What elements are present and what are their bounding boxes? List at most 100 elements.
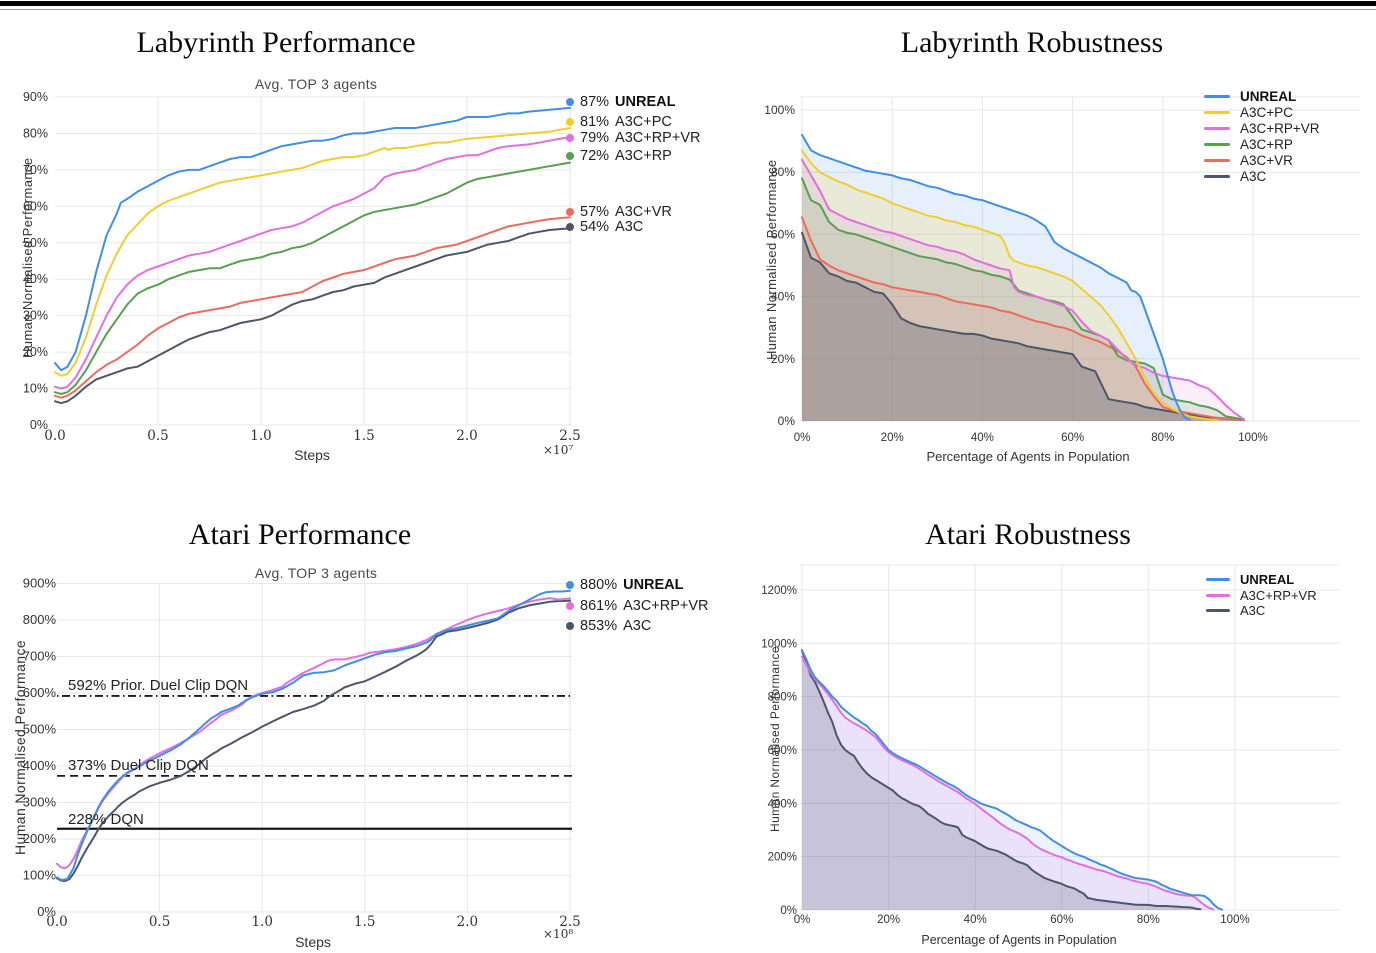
series-dot <box>566 223 574 231</box>
x-tick-label: 20% <box>877 914 900 926</box>
series-dot <box>566 134 574 142</box>
series-line-A3C+RP <box>54 161 571 395</box>
series-fill-A3C+VR <box>802 217 1244 421</box>
x-axis-label: Steps <box>295 934 331 950</box>
legend-swatch <box>1204 174 1230 178</box>
x-tick-label: 60% <box>1050 914 1073 926</box>
series-fill-UNREAL <box>802 650 1222 910</box>
y-tick-label: 0% <box>37 904 56 919</box>
legend-item-a3c: A3C <box>1204 168 1320 184</box>
series-dot <box>566 98 574 106</box>
series-dot <box>566 208 574 216</box>
y-tick-label: 10% <box>23 382 48 396</box>
y-tick-label: 400% <box>768 798 797 810</box>
y-axis-label: Human Normalised Performance <box>764 159 779 361</box>
y-axis-label: Human Normalised Performance <box>20 157 35 359</box>
y-tick-label: 40% <box>771 290 795 304</box>
page-top-rule <box>0 1 1376 6</box>
y-tick-label: 70% <box>23 163 48 177</box>
series-line-A3C+VR <box>54 216 571 399</box>
end-label-unreal: 87% UNREAL <box>566 94 675 110</box>
y-tick-label: 40% <box>23 272 48 286</box>
x-tick-label: 1.5 <box>353 428 374 444</box>
y-tick-label: 600% <box>768 745 797 757</box>
legend-item-unreal: UNREAL <box>1204 88 1320 104</box>
legend-swatch <box>1206 593 1230 597</box>
x-tick-label: 2.5 <box>559 914 580 930</box>
y-tick-label: 700% <box>23 649 57 664</box>
series-dot <box>566 602 574 610</box>
x-axis-label: Percentage of Agents in Population <box>926 449 1130 464</box>
chart-title-atari-performance: Atari Performance <box>188 518 412 551</box>
chart-subtitle-atari-performance: Avg. TOP 3 agents <box>254 565 378 581</box>
y-tick-label: 20% <box>771 352 795 366</box>
chart-subtitle-labyrinth-performance: Avg. TOP 3 agents <box>254 76 378 92</box>
series-line-A3C+RP+VR <box>801 655 1215 911</box>
y-tick-label: 50% <box>23 236 48 250</box>
y-axis-label: Human Normalised Performance <box>12 639 28 855</box>
y-tick-label: 200% <box>768 852 797 864</box>
end-label-unreal: 880% UNREAL <box>566 577 684 593</box>
series-dot <box>566 118 574 126</box>
y-tick-label: 0% <box>778 414 796 428</box>
series-line-A3C+VR <box>801 216 1245 422</box>
y-tick-label: 80% <box>23 126 48 140</box>
series-line-A3C <box>56 599 571 882</box>
y-tick-label: 60% <box>771 227 795 241</box>
x-tick-label: 40% <box>971 432 994 444</box>
x-tick-label: 60% <box>1061 432 1084 444</box>
series-line-UNREAL <box>56 589 571 881</box>
legend-swatch <box>1204 126 1230 130</box>
x-tick-label: 0.5 <box>147 428 168 444</box>
x-tick-label: 0.5 <box>149 914 170 930</box>
series-line-A3C+PC <box>801 149 1218 422</box>
series-dot <box>566 581 574 589</box>
y-tick-label: 100% <box>764 103 795 117</box>
x-tick-label: 1.0 <box>250 428 271 444</box>
legend-swatch <box>1206 609 1230 613</box>
y-tick-label: 80% <box>771 165 795 179</box>
y-tick-label: 800% <box>23 612 57 627</box>
x-tick-label: 0% <box>794 914 811 926</box>
page-top-rule-thin <box>0 9 1376 10</box>
chart-title-labyrinth-robustness: Labyrinth Robustness <box>900 26 1164 59</box>
series-line-A3C+RP+VR <box>56 597 571 870</box>
x-tick-label: 2.5 <box>559 428 580 444</box>
y-tick-label: 600% <box>23 685 57 700</box>
x-tick-label: 100% <box>1238 432 1267 444</box>
series-line-UNREAL <box>801 133 1191 421</box>
end-label-a3c-rp-vr: 79% A3C+RP+VR <box>566 130 700 146</box>
y-tick-label: 60% <box>23 199 48 213</box>
y-tick-label: 30% <box>23 309 48 323</box>
end-label-a3c: 54% A3C <box>566 219 643 235</box>
chart-title-atari-robustness: Atari Robustness <box>925 518 1131 551</box>
legend-swatch <box>1206 578 1230 582</box>
series-dot <box>566 622 574 630</box>
legend-item-unreal: UNREAL <box>1206 572 1317 588</box>
legend-labyrinth-robustness: UNREAL A3C+PC A3C+RP+VR A3C+RP A3C+VR A3… <box>1204 88 1320 184</box>
y-tick-label: 800% <box>768 692 797 704</box>
y-tick-label: 0% <box>30 418 48 432</box>
series-line-A3C+RP <box>801 177 1245 421</box>
x-tick-label: 80% <box>1137 914 1160 926</box>
x-axis-exponent: ×10⁸ <box>543 927 574 941</box>
series-line-A3C+RP+VR <box>54 136 571 390</box>
end-label-a3c-pc: 81% A3C+PC <box>566 114 672 130</box>
x-axis-label: Steps <box>294 447 330 463</box>
series-fill-A3C+RP+VR <box>802 159 1244 422</box>
series-line-UNREAL <box>54 106 571 372</box>
legend-item-a3c-rp-vr: A3C+RP+VR <box>1206 588 1317 604</box>
legend-item-a3c: A3C <box>1206 603 1317 619</box>
x-axis-label: Percentage of Agents in Population <box>921 933 1117 947</box>
y-tick-label: 90% <box>23 90 48 104</box>
series-line-A3C+PC <box>54 127 571 377</box>
x-tick-label: 2.0 <box>456 428 477 444</box>
x-tick-label: 0.0 <box>44 428 65 444</box>
legend-swatch <box>1204 142 1230 146</box>
x-tick-label: 20% <box>881 432 904 444</box>
legend-item-a3c-vr: A3C+VR <box>1204 152 1320 168</box>
ref-label-dqn: 228% DQN <box>68 811 144 828</box>
legend-item-a3c-pc: A3C+PC <box>1204 104 1320 120</box>
